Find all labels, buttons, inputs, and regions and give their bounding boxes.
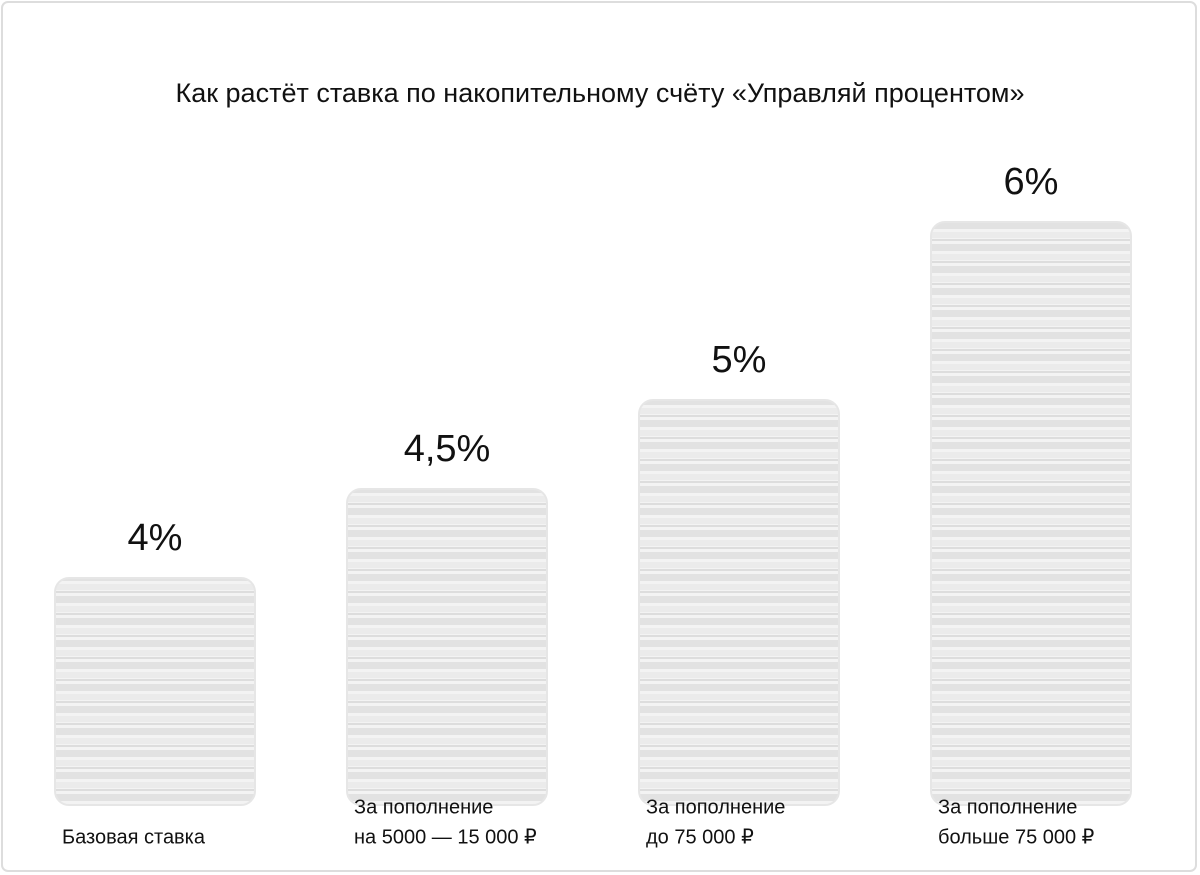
coin-stack <box>930 221 1132 806</box>
category-label: больше 75 000 ₽ <box>938 826 1095 848</box>
category-label: За пополнение <box>938 796 1077 818</box>
coin-stack <box>346 488 548 806</box>
value-label: 5% <box>712 339 767 381</box>
category-label: За пополнение <box>354 796 493 818</box>
category-label: За пополнение <box>646 796 785 818</box>
category-label: Базовая ставка <box>62 826 206 848</box>
category-label: на 5000 — 15 000 ₽ <box>354 826 537 848</box>
value-label: 4,5% <box>404 428 491 470</box>
value-label: 6% <box>1004 161 1059 203</box>
value-label: 4% <box>128 517 183 559</box>
chart-title: Как растёт ставка по накопительному счёт… <box>175 78 1024 108</box>
coin-stack <box>54 577 256 806</box>
category-label: до 75 000 ₽ <box>646 826 754 848</box>
coin-stack <box>638 399 840 806</box>
